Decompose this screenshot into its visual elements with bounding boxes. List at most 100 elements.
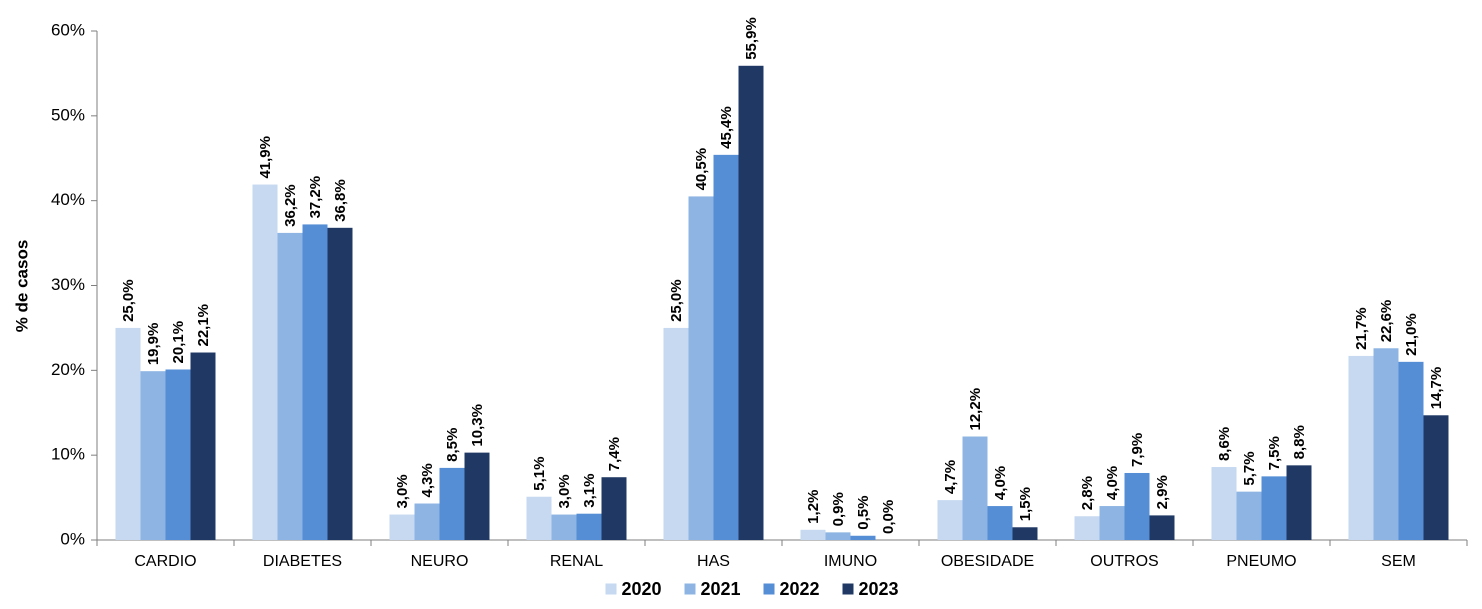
legend-label: 2020 <box>622 579 662 599</box>
x-tick-label: RENAL <box>550 553 603 570</box>
bar <box>1124 472 1150 540</box>
data-label: 20,1% <box>170 321 187 364</box>
data-label: 25,0% <box>668 279 685 322</box>
legend-label: 2021 <box>701 579 741 599</box>
data-label: 22,6% <box>1378 300 1395 343</box>
data-label: 2,9% <box>1154 475 1171 509</box>
data-label: 19,9% <box>145 323 162 366</box>
bar <box>1398 361 1424 540</box>
data-label: 55,9% <box>743 17 760 60</box>
bar <box>140 371 166 540</box>
bar <box>464 452 490 540</box>
data-label: 41,9% <box>257 136 274 179</box>
x-tick-label: HAS <box>697 553 730 570</box>
data-label: 7,5% <box>1266 436 1283 470</box>
data-label: 22,1% <box>195 304 212 347</box>
data-label: 3,0% <box>394 474 411 508</box>
data-label: 4,0% <box>1104 466 1121 500</box>
bar <box>165 369 191 540</box>
data-label: 3,0% <box>556 474 573 508</box>
data-label: 0,0% <box>880 500 897 534</box>
data-label: 21,7% <box>1353 307 1370 350</box>
data-label: 8,8% <box>1291 425 1308 459</box>
y-tick-label: 10% <box>51 445 85 464</box>
x-tick-label: CARDIO <box>134 553 196 570</box>
bar <box>738 65 764 540</box>
x-tick-label: IMUNO <box>824 553 877 570</box>
legend-label: 2023 <box>859 579 899 599</box>
bar <box>526 496 552 540</box>
bar <box>277 232 303 541</box>
bar <box>1074 516 1100 540</box>
bar <box>962 436 988 540</box>
y-axis-label: % de casos <box>12 240 31 333</box>
data-label: 8,5% <box>444 428 461 462</box>
x-tick-label: NEURO <box>411 553 469 570</box>
bar <box>1099 506 1125 540</box>
y-tick-label: 20% <box>51 360 85 379</box>
data-label: 36,8% <box>332 179 349 222</box>
bar <box>1012 527 1038 540</box>
data-label: 0,5% <box>855 496 872 530</box>
bar <box>1373 348 1399 540</box>
bar <box>576 513 602 540</box>
y-tick-label: 60% <box>51 20 85 39</box>
data-label: 1,5% <box>1017 487 1034 521</box>
y-axis: 0% 10% 20% 30% 40% 50% 60% <box>51 20 98 548</box>
bar <box>663 327 689 540</box>
bar <box>937 500 963 540</box>
bar <box>1423 415 1449 540</box>
data-label: 3,1% <box>581 473 598 507</box>
data-label: 4,0% <box>992 466 1009 500</box>
bars <box>115 65 1449 541</box>
bar <box>1286 465 1312 540</box>
bar <box>190 352 216 540</box>
bar <box>601 477 627 540</box>
legend-swatch <box>763 583 775 595</box>
bar <box>987 506 1013 540</box>
legend-label: 2022 <box>780 579 820 599</box>
bar <box>825 532 851 540</box>
bar <box>1236 491 1262 540</box>
bar <box>252 184 278 540</box>
data-label: 10,3% <box>469 404 486 447</box>
bar <box>688 196 714 541</box>
bar <box>302 224 328 541</box>
legend: 2020 2021 2022 2023 <box>605 579 899 599</box>
legend-swatch <box>842 583 854 595</box>
bar <box>1149 515 1175 540</box>
bar <box>1211 467 1237 540</box>
data-label: 5,1% <box>531 457 548 491</box>
data-label: 1,2% <box>805 490 822 524</box>
x-tick-label: SEM <box>1381 553 1416 570</box>
bar <box>850 535 876 540</box>
data-label: 0,9% <box>830 492 847 526</box>
legend-swatch <box>684 583 696 595</box>
data-label: 25,0% <box>120 279 137 322</box>
data-label: 8,6% <box>1216 427 1233 461</box>
y-tick-label: 30% <box>51 275 85 294</box>
bar <box>551 514 577 540</box>
data-label: 12,2% <box>967 388 984 431</box>
bar <box>439 467 465 540</box>
bar <box>389 514 415 540</box>
bar <box>414 503 440 540</box>
data-labels: 25,0% 19,9% 20,1% 22,1% 41,9% 36,2% 37,2% 36,8%… <box>120 17 1445 534</box>
bar <box>713 154 739 540</box>
bar <box>800 529 826 540</box>
data-label: 37,2% <box>307 176 324 219</box>
data-label: 21,0% <box>1403 313 1420 356</box>
bar <box>1261 476 1287 540</box>
x-tick-label: PNEUMO <box>1226 553 1296 570</box>
data-label: 40,5% <box>693 148 710 191</box>
data-label: 4,3% <box>419 463 436 497</box>
y-tick-label: 40% <box>51 190 85 209</box>
bar <box>115 327 141 540</box>
data-label: 7,9% <box>1129 433 1146 467</box>
x-tick-label: OBESIDADE <box>941 553 1034 570</box>
data-label: 2,8% <box>1079 476 1096 510</box>
y-tick-label: 50% <box>51 105 85 124</box>
legend-swatch <box>605 583 617 595</box>
bar <box>1348 355 1374 540</box>
